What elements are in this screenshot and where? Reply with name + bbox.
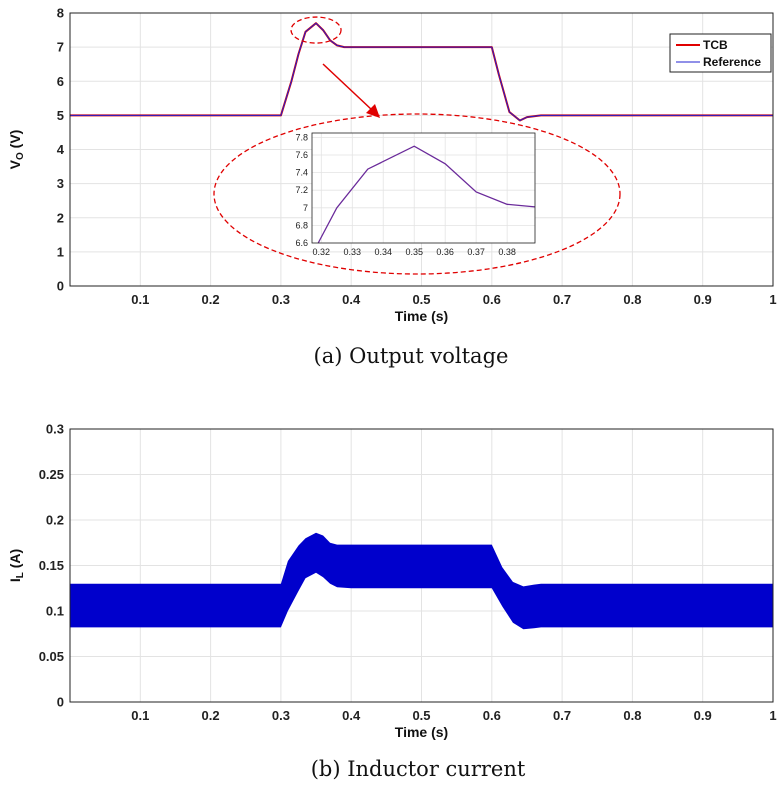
y-axis-label-a-main: V xyxy=(7,159,23,169)
x-tick-label: 0.5 xyxy=(412,292,430,307)
axes-frame-a xyxy=(69,12,774,287)
inset-x-tick-label: 0.35 xyxy=(405,247,423,257)
x-tick-label: 0.1 xyxy=(131,708,149,723)
axes-frame-b xyxy=(69,428,774,703)
inset-y-tick-label: 7.2 xyxy=(295,185,308,195)
x-axis-label-a: Time (s) xyxy=(395,308,448,324)
x-tick-label: 0.4 xyxy=(342,292,361,307)
x-tick-label: 0.8 xyxy=(623,708,641,723)
x-tick-label: 0.3 xyxy=(272,708,290,723)
y-tick-label: 0.15 xyxy=(39,558,64,573)
legend-label-reference: Reference xyxy=(703,55,761,69)
zoom-highlight-ellipse xyxy=(290,16,342,44)
y-tick-label: 0 xyxy=(57,279,64,294)
y-tick-label: 0.1 xyxy=(46,604,64,619)
x-tick-label: 0.2 xyxy=(202,292,220,307)
inset-y-tick-label: 7.4 xyxy=(295,168,308,178)
inset-x-tick-labels: 0.32 0.33 0.34 0.35 0.36 0.37 0.38 xyxy=(313,247,516,257)
y-tick-label: 0.05 xyxy=(39,649,64,664)
y-axis-label-a-sub: O xyxy=(15,152,26,160)
inset-x-tick-label: 0.33 xyxy=(343,247,361,257)
x-tick-label: 0.9 xyxy=(694,292,712,307)
x-tick-label: 0.6 xyxy=(483,708,501,723)
inset-plot: 0.32 0.33 0.34 0.35 0.36 0.37 0.38 6.6 6.8 7 7.2 7… xyxy=(295,132,536,257)
inset-x-tick-label: 0.36 xyxy=(436,247,454,257)
legend: TCB Reference xyxy=(669,33,772,73)
inset-x-tick-label: 0.32 xyxy=(313,247,331,257)
x-tick-labels-b: 0.1 0.2 0.3 0.4 0.5 0.6 0.7 0.8 0.9 1 xyxy=(131,708,776,723)
y-tick-label: 2 xyxy=(57,210,64,225)
y-tick-label: 7 xyxy=(57,40,64,55)
inset-line xyxy=(317,145,536,244)
panel-output-voltage: 0.1 0.2 0.3 0.4 0.5 0.6 0.7 0.8 0.9 1 0 1 2 3 4 5 6 7 8 T… xyxy=(7,6,777,369)
series-a xyxy=(70,22,773,122)
y-axis-label-a-unit: (V) xyxy=(7,130,23,153)
x-tick-label: 0.9 xyxy=(694,708,712,723)
y-tick-label: 8 xyxy=(57,6,64,21)
x-axis-label-b: Time (s) xyxy=(395,724,448,740)
panel-inductor-current: 0.1 0.2 0.3 0.4 0.5 0.6 0.7 0.8 0.9 1 00.050.10.1… xyxy=(7,422,777,782)
y-tick-label: 1 xyxy=(57,244,64,259)
y-tick-labels-b: 0 0.05 0.1 0.15 0.2 0.25 0.3 xyxy=(39,422,64,710)
y-tick-label: 0.2 xyxy=(46,513,64,528)
y-tick-label: 0.25 xyxy=(39,467,64,482)
inset-y-tick-label: 7.8 xyxy=(295,132,308,142)
x-tick-label: 1 xyxy=(769,708,776,723)
x-tick-label: 0.3 xyxy=(272,292,290,307)
inset-y-tick-label: 7.6 xyxy=(295,150,308,160)
inset-y-tick-label: 6.6 xyxy=(295,238,308,248)
legend-label-tcb: TCB xyxy=(703,38,728,52)
x-tick-label: 0.4 xyxy=(342,708,361,723)
y-axis-label-b-main: I xyxy=(7,578,23,582)
x-tick-label: 0.1 xyxy=(131,292,149,307)
y-tick-label: 4 xyxy=(57,142,65,157)
inset-x-tick-label: 0.37 xyxy=(467,247,485,257)
y-axis-label-a: VO (V) xyxy=(7,130,26,170)
legend-box xyxy=(669,33,772,73)
inset-y-tick-labels: 6.6 6.8 7 7.2 7.4 7.6 7.8 xyxy=(295,132,308,248)
caption-a: (a) Output voltage xyxy=(314,344,509,368)
inset-frame xyxy=(311,132,536,244)
x-tick-label: 1 xyxy=(769,292,776,307)
y-tick-label: 0 xyxy=(57,695,64,710)
y-tick-labels-a: 0 1 2 3 4 5 6 7 8 xyxy=(57,6,65,294)
y-tick-label: 3 xyxy=(57,176,64,191)
x-tick-label: 0.7 xyxy=(553,292,571,307)
y-tick-label: 0.3 xyxy=(46,422,64,437)
x-tick-label: 0.5 xyxy=(412,708,430,723)
x-tick-label: 0.7 xyxy=(553,708,571,723)
y-axis-label-b: IL (A) xyxy=(7,549,26,582)
y-axis-label-b-unit: (A) xyxy=(7,549,23,572)
inset-y-tick-label: 7 xyxy=(303,203,308,213)
x-tick-label: 0.6 xyxy=(483,292,501,307)
x-tick-label: 0.2 xyxy=(202,708,220,723)
zoom-arrowhead xyxy=(366,104,380,118)
y-tick-label: 5 xyxy=(57,108,64,123)
y-axis-label-b-sub: L xyxy=(15,572,26,578)
x-tick-label: 0.8 xyxy=(623,292,641,307)
y-tick-label: 6 xyxy=(57,74,64,89)
inset-background xyxy=(312,133,535,243)
x-tick-labels-a: 0.1 0.2 0.3 0.4 0.5 0.6 0.7 0.8 0.9 1 xyxy=(131,292,776,307)
inset-ellipse xyxy=(213,113,621,275)
inductor-current-band xyxy=(70,532,773,630)
zoom-arrow xyxy=(322,63,373,111)
series-line-reference xyxy=(70,22,773,121)
inset-x-tick-label: 0.38 xyxy=(498,247,516,257)
caption-b: (b) Inductor current xyxy=(311,757,526,781)
inset-x-tick-label: 0.34 xyxy=(374,247,392,257)
inset-y-tick-label: 6.8 xyxy=(295,220,308,230)
